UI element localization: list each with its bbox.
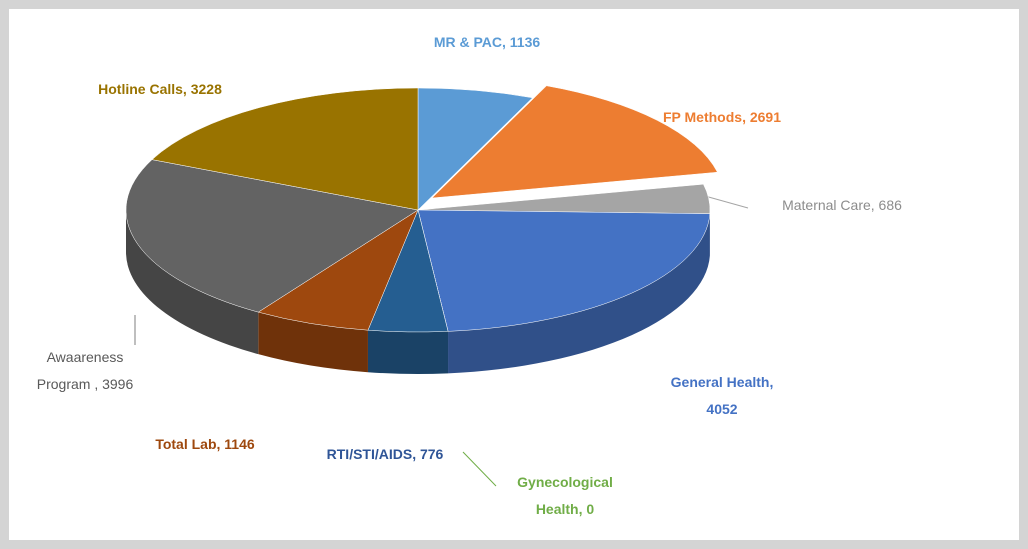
data-label: Awaareness Program , 3996 <box>37 349 134 392</box>
data-label-line: FP Methods, 2691 <box>663 109 781 125</box>
data-label-line: RTI/STI/AIDS, 776 <box>327 446 444 462</box>
data-label-line: Program , 3996 <box>37 376 134 392</box>
slice-side <box>448 213 710 374</box>
data-label-line: Gynecological <box>517 474 613 490</box>
data-label-line: MR & PAC, 1136 <box>434 34 541 50</box>
data-label-line: General Health, <box>671 374 774 390</box>
slice-side <box>258 312 368 373</box>
data-label: Total Lab, 1146 <box>155 436 255 452</box>
slice: MR & PAC <box>417 87 534 211</box>
leader-line <box>704 195 749 209</box>
data-label-line: 4052 <box>706 401 737 417</box>
data-label-line: Hotline Calls, 3228 <box>98 81 222 97</box>
slice: Hotline Calls <box>151 87 419 211</box>
data-label-line: Health, 0 <box>536 501 595 517</box>
data-label-line: Maternal Care, 686 <box>782 197 902 213</box>
data-label: MR & PAC, 1136 <box>434 34 541 50</box>
data-label: Maternal Care, 686 <box>782 197 902 213</box>
slice: Awaareness Program <box>125 159 419 313</box>
slice: FP Methods <box>431 85 718 199</box>
data-label: Hotline Calls, 3228 <box>98 81 222 97</box>
leader-line <box>462 451 497 487</box>
data-label: FP Methods, 2691 <box>663 109 781 125</box>
slice: General Health <box>417 209 711 332</box>
slice-side <box>126 210 259 355</box>
slice: Total Lab <box>257 209 419 331</box>
data-label: General Health, 4052 <box>671 374 774 417</box>
slice-side <box>367 330 449 375</box>
data-label: Gynecological Health, 0 <box>517 474 613 517</box>
data-label-line: Awaareness <box>47 349 124 365</box>
data-label: RTI/STI/AIDS, 776 <box>327 446 444 462</box>
data-label-line: Total Lab, 1146 <box>155 436 255 452</box>
